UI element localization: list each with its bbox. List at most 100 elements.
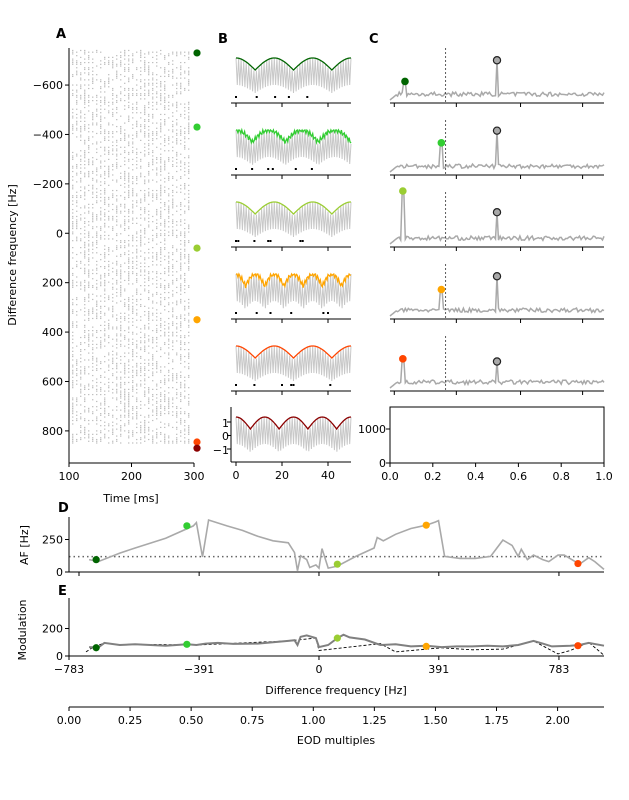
raster-spike	[136, 160, 138, 162]
b-spike	[251, 168, 254, 170]
raster-spike	[184, 184, 186, 186]
raster-spike	[84, 124, 86, 126]
b-spike	[269, 240, 272, 242]
raster-spike	[132, 217, 134, 219]
raster-spike	[116, 58, 118, 60]
raster-spike	[108, 165, 110, 167]
raster-spike	[160, 317, 162, 320]
raster-spike	[124, 316, 126, 318]
raster-spike	[176, 340, 178, 342]
raster-spike	[188, 349, 190, 351]
raster-spike	[144, 395, 146, 397]
raster-spike	[128, 243, 130, 245]
raster-spike	[128, 67, 130, 69]
raster-spike	[120, 333, 122, 335]
raster-spike	[172, 96, 174, 98]
raster-spike	[184, 419, 186, 422]
raster-spike	[144, 236, 146, 238]
raster-spike	[120, 402, 122, 404]
raster-spike	[168, 143, 170, 145]
raster-spike	[144, 252, 146, 254]
raster-spike	[92, 362, 94, 365]
raster-spike	[104, 371, 106, 373]
raster-spike	[112, 326, 114, 328]
raster-spike	[128, 143, 130, 145]
raster-spike	[148, 312, 150, 314]
raster-spike	[116, 438, 118, 441]
raster-spike	[144, 70, 146, 72]
raster-spike	[120, 340, 122, 342]
raster-spike	[88, 67, 90, 69]
raster-spike	[152, 122, 154, 124]
raster-spike	[96, 305, 98, 307]
raster-spike	[132, 310, 134, 313]
raster-spike	[164, 438, 166, 441]
raster-spike	[96, 442, 98, 444]
raster-spike	[80, 309, 82, 311]
raster-spike	[116, 155, 118, 157]
raster-spike	[88, 385, 90, 387]
raster-spike	[144, 231, 146, 233]
raster-spike	[120, 383, 122, 385]
raster-spike	[104, 421, 106, 423]
raster-spike	[84, 310, 86, 313]
raster-spike	[156, 91, 158, 93]
raster-spike	[76, 310, 78, 313]
raster-spike	[124, 221, 126, 223]
raster-spike	[112, 174, 114, 176]
raster-spike	[180, 153, 182, 155]
raster-spike	[184, 210, 186, 212]
raster-spike	[168, 435, 170, 437]
raster-spike	[152, 357, 154, 359]
raster-spike	[168, 285, 170, 287]
raster-spike	[136, 131, 138, 133]
raster-spike	[136, 151, 138, 154]
raster-spike	[180, 418, 182, 420]
raster-spike	[84, 269, 86, 271]
raster-spike	[140, 200, 142, 202]
raster-spike	[96, 430, 98, 432]
raster-spike	[152, 411, 154, 413]
raster-spike	[132, 406, 134, 408]
raster-spike	[184, 319, 186, 321]
raster-spike	[140, 271, 142, 273]
raster-spike	[136, 84, 138, 86]
raster-spike	[88, 236, 90, 238]
raster-spike	[144, 387, 146, 389]
raster-spike	[128, 397, 130, 399]
raster-spike	[180, 91, 182, 93]
raster-spike	[112, 440, 114, 442]
raster-spike	[92, 58, 94, 60]
raster-spike	[84, 139, 86, 141]
raster-spike	[152, 295, 154, 297]
raster-spike	[120, 300, 122, 302]
raster-spike	[76, 113, 78, 116]
raster-spike	[180, 139, 182, 141]
raster-spike	[84, 290, 86, 292]
raster-spike	[168, 260, 170, 263]
raster-spike	[180, 316, 182, 318]
raster-spike	[132, 74, 134, 76]
raster-spike	[152, 359, 154, 361]
raster-spike	[116, 333, 118, 335]
raster-spike	[144, 125, 146, 128]
raster-spike	[132, 127, 134, 129]
raster-spike	[116, 260, 118, 263]
raster-spike	[96, 234, 98, 237]
raster-spike	[88, 407, 90, 410]
raster-spike	[136, 309, 138, 311]
raster-spike	[124, 176, 126, 178]
raster-spike	[140, 167, 142, 169]
raster-spike	[184, 117, 186, 119]
raster-spike	[160, 395, 162, 397]
raster-spike	[120, 100, 122, 102]
raster-spike	[172, 342, 174, 344]
raster-spike	[76, 117, 78, 119]
raster-spike	[124, 399, 126, 401]
raster-spike	[116, 167, 118, 169]
raster-spike	[180, 177, 182, 180]
raster-spike	[124, 312, 126, 314]
raster-spike	[84, 101, 86, 103]
raster-spike	[136, 281, 138, 283]
raster-spike	[152, 155, 154, 157]
